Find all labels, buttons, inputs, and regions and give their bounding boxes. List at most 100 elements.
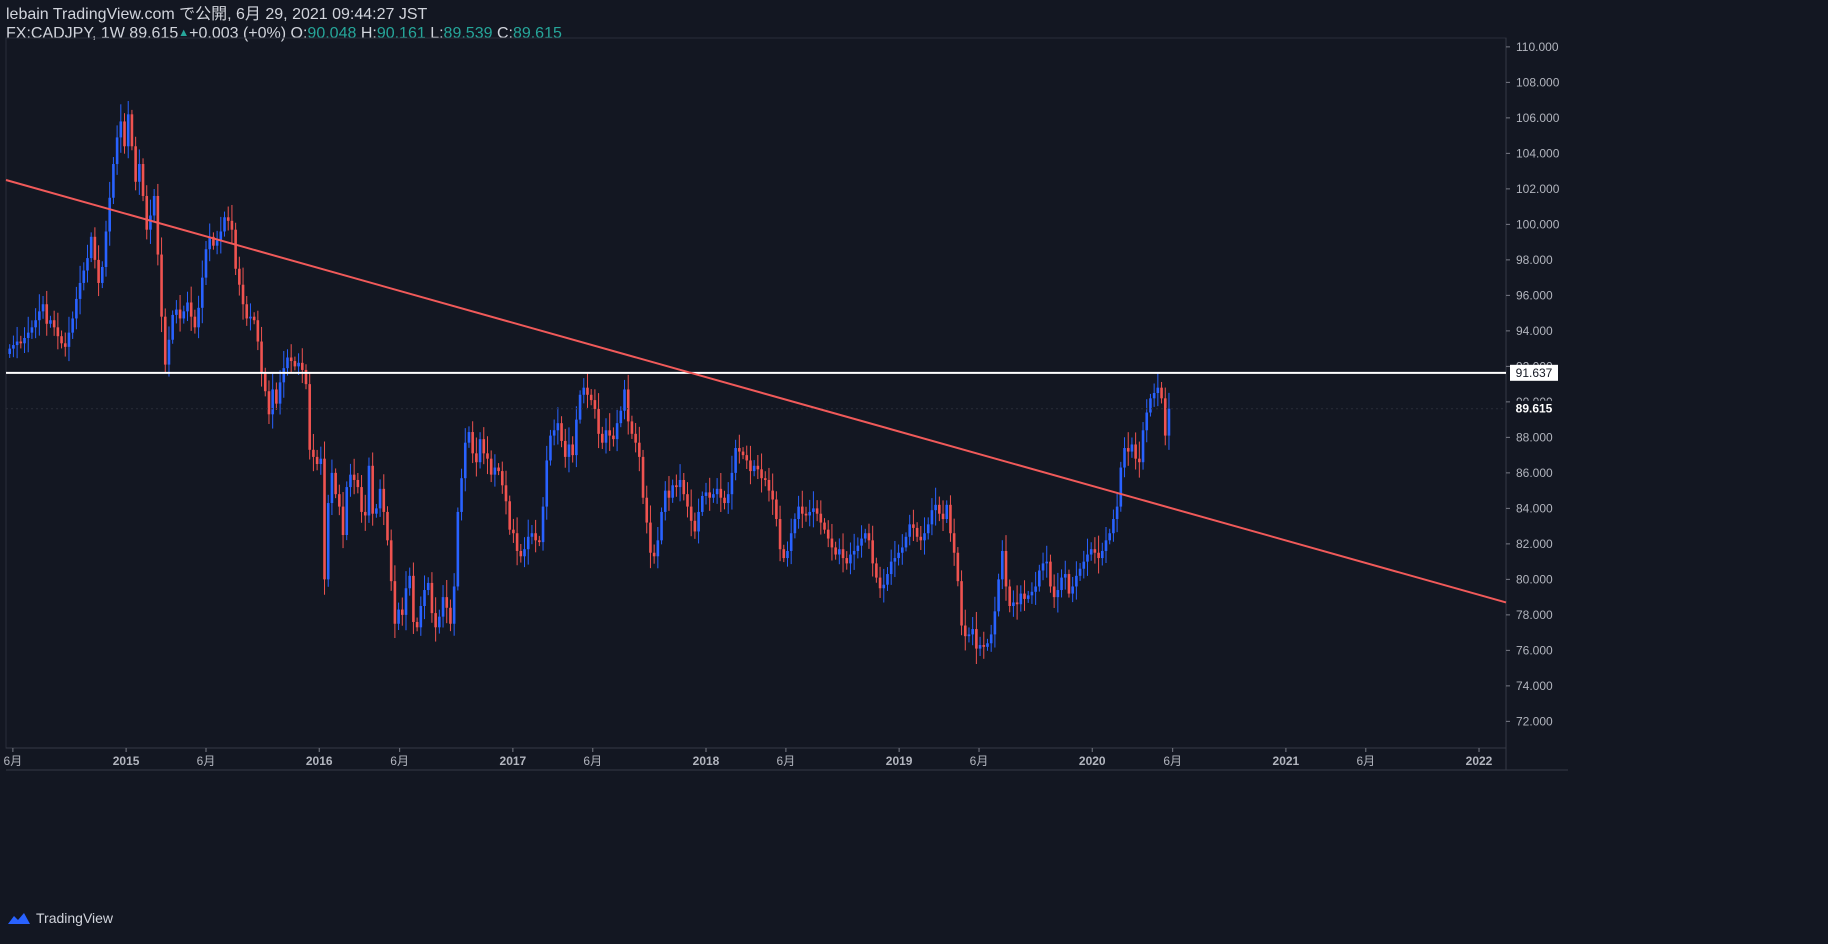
candle-body (123, 121, 126, 147)
candle-body (889, 561, 893, 575)
candle-body (175, 309, 178, 315)
candle-body (675, 485, 678, 488)
candle-body (189, 302, 193, 317)
candle-body (971, 629, 974, 635)
candle-body (463, 442, 467, 479)
footer-brand: TradingView (6, 910, 113, 926)
candle-body (878, 577, 882, 589)
candle-body (8, 348, 12, 354)
candle-body (1071, 586, 1074, 594)
candle-body (475, 453, 478, 463)
candle-body (775, 499, 778, 520)
candle-body (1004, 550, 1008, 587)
y-tick-label: 72.000 (1516, 714, 1553, 728)
candle-body (75, 298, 78, 319)
candle-body (375, 508, 378, 514)
candle-body (949, 504, 952, 534)
candle-body (526, 536, 530, 550)
candle-body (200, 277, 204, 308)
candle-body (349, 474, 352, 488)
candle-body (82, 270, 86, 283)
candle-body (1104, 540, 1108, 551)
candle-body (1156, 387, 1160, 393)
candle-body (838, 549, 841, 555)
candle-body (704, 492, 708, 496)
x-tick-label: 6月 (1163, 754, 1182, 768)
candle-body (938, 504, 941, 514)
candle-body (1134, 444, 1137, 459)
candle-body (541, 506, 545, 543)
candle-body (434, 613, 437, 628)
candle-body (41, 304, 45, 312)
candle-body (912, 524, 915, 528)
candle-body (749, 460, 752, 472)
candle-body (241, 284, 245, 305)
y-tick-label: 100.000 (1516, 217, 1560, 231)
candle-body (1089, 549, 1093, 555)
candle-body (419, 606, 423, 628)
candle-body (1152, 393, 1156, 399)
y-tick-label: 98.000 (1516, 253, 1553, 267)
candle-body (586, 387, 589, 395)
candle-body (963, 625, 967, 637)
candle-body (115, 137, 119, 165)
candle-body (56, 327, 60, 337)
candle-body (382, 488, 386, 512)
candle-body (219, 231, 223, 241)
x-tick-label: 2016 (306, 754, 333, 768)
candle-body (793, 519, 797, 534)
candle-body (804, 513, 808, 516)
candle-body (267, 391, 271, 415)
candle-body (597, 408, 600, 434)
y-tick-label: 80.000 (1516, 572, 1553, 586)
candle-body (649, 522, 652, 553)
tradingview-logo-icon (8, 913, 30, 924)
candle-body (771, 490, 774, 500)
candle-body (723, 497, 726, 504)
candle-body (356, 479, 360, 488)
candle-body (330, 472, 334, 504)
candle-body (841, 549, 845, 559)
y-tick-label: 74.000 (1516, 679, 1553, 693)
candle-body (886, 574, 889, 585)
candle-body (78, 282, 82, 299)
candle-body (363, 511, 367, 516)
candle-body (282, 368, 286, 383)
candle-body (641, 456, 645, 498)
candle-body (1000, 550, 1004, 580)
candle-body (789, 533, 793, 551)
candle-body (530, 533, 534, 537)
candle-body (715, 488, 719, 495)
y-tick-label: 76.000 (1516, 643, 1553, 657)
y-tick-label: 108.000 (1516, 75, 1560, 89)
last-price-label: 89.615 (1516, 402, 1553, 416)
candle-body (389, 540, 393, 582)
candle-body (934, 504, 937, 511)
candle-body (697, 511, 700, 532)
candle-body (160, 254, 163, 317)
candle-body (686, 494, 689, 507)
candle-body (563, 440, 567, 457)
candle-body (660, 511, 663, 541)
candle-body (871, 540, 874, 564)
candle-body (908, 524, 912, 537)
candle-body (323, 458, 326, 580)
candle-body (867, 533, 871, 541)
x-tick-label: 2019 (886, 754, 913, 768)
candle-body (830, 538, 834, 548)
candle-body (1086, 554, 1089, 562)
candle-body (60, 336, 63, 344)
candle-body (1049, 561, 1052, 587)
candle-body (341, 506, 345, 535)
candle-body (286, 357, 289, 369)
candle-body (571, 444, 574, 456)
candle-body (145, 195, 149, 230)
candle-body (504, 485, 508, 502)
candle-body (371, 465, 374, 514)
candle-body (849, 554, 852, 564)
candle-body (1060, 577, 1063, 591)
candle-body (297, 362, 300, 367)
candle-body (52, 320, 56, 328)
